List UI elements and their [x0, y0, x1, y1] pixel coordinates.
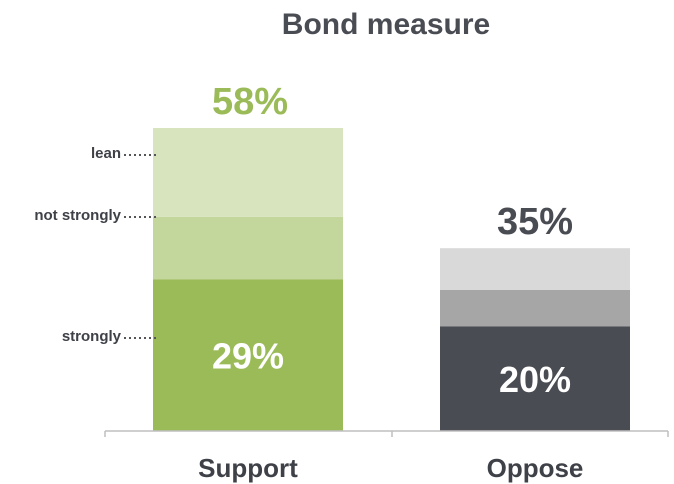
- bar-segment-oppose-strongly: [440, 326, 630, 431]
- annotation-strongly: strongly: [62, 328, 122, 345]
- plot-area: 29% 58% Support 20% 35% Oppose lean not strongl…: [34, 81, 669, 483]
- total-label-oppose: 35%: [497, 201, 573, 243]
- bar-segment-oppose-not-strongly: [440, 289, 630, 327]
- annotation-lean: lean: [91, 145, 121, 162]
- bar-segment-support-not-strongly: [153, 216, 343, 280]
- bar-segment-support-lean: [153, 128, 343, 217]
- total-label-support: 58%: [212, 81, 288, 123]
- segment-label-support: 29%: [212, 335, 284, 376]
- segment-label-oppose: 20%: [499, 359, 571, 400]
- bar-segment-oppose-lean: [440, 248, 630, 290]
- category-label-support: Support: [198, 453, 298, 483]
- bar-segment-support-strongly: [153, 279, 343, 431]
- annotation-not-strongly: not strongly: [34, 207, 121, 224]
- chart-title: Bond measure: [282, 8, 490, 41]
- category-label-oppose: Oppose: [487, 453, 584, 483]
